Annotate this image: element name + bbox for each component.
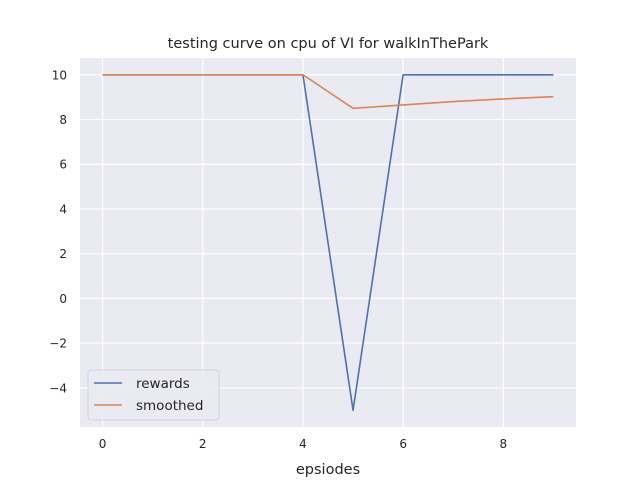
x-tick-label: 6: [399, 437, 407, 451]
series-group: [102, 73, 554, 412]
y-tick-label: 2: [59, 247, 67, 261]
grid: [80, 58, 576, 427]
y-tick-label: 4: [59, 202, 67, 216]
y-tick-label: 10: [52, 68, 67, 82]
legend-label-smoothed: smoothed: [136, 398, 203, 414]
y-tick-label: 8: [59, 113, 67, 127]
y-tick-label: 6: [59, 158, 67, 172]
x-tick-label: 0: [99, 437, 107, 451]
x-tick-labels: 0 2 4 6 8: [99, 437, 507, 451]
y-tick-labels: −4 −2 0 2 4 6 8 10: [49, 68, 67, 395]
chart-title: testing curve on cpu of VI for walkInThe…: [168, 36, 489, 52]
legend: rewards smoothed: [87, 369, 220, 421]
y-tick-label: 0: [59, 292, 67, 306]
y-tick-label: −4: [49, 381, 67, 395]
series-line-smoothed: [102, 73, 554, 110]
x-tick-label: 4: [299, 437, 307, 451]
x-axis-label: epsiodes: [296, 462, 360, 478]
x-tick-label: 8: [500, 437, 508, 451]
legend-label-rewards: rewards: [136, 376, 190, 392]
x-tick-label: 2: [199, 437, 207, 451]
y-tick-label: −2: [49, 337, 67, 351]
